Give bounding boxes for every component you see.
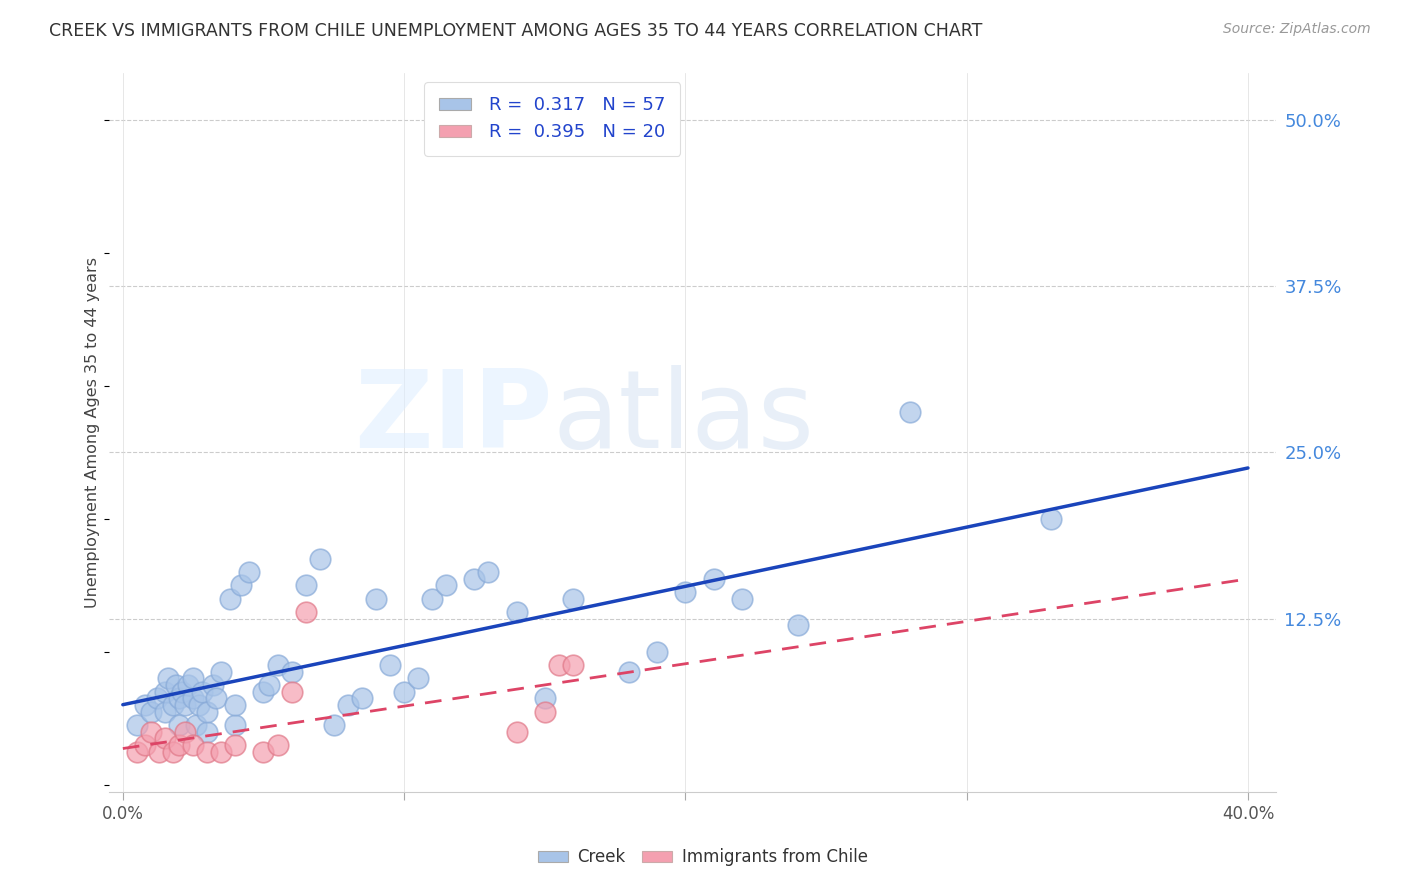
Point [195, 745, 218, 759]
Point [224, 718, 246, 732]
Point [252, 745, 274, 759]
Point [218, 591, 240, 606]
Point [173, 724, 195, 739]
Point [533, 705, 555, 719]
Point [187, 698, 209, 712]
Point [195, 705, 218, 719]
Point [139, 724, 162, 739]
Point [153, 685, 176, 699]
Point [561, 658, 583, 673]
Text: ZIP: ZIP [354, 365, 553, 471]
Point [167, 718, 190, 732]
Point [184, 718, 207, 732]
Legend: R =  0.317   N = 57, R =  0.395   N = 20: R = 0.317 N = 57, R = 0.395 N = 20 [425, 82, 681, 156]
Point [170, 685, 193, 699]
Point [148, 745, 170, 759]
Point [145, 691, 167, 706]
Point [224, 698, 246, 712]
Point [153, 731, 176, 746]
Point [201, 678, 224, 692]
Point [224, 738, 246, 752]
Point [125, 745, 148, 759]
Point [322, 718, 344, 732]
Point [204, 691, 226, 706]
Point [420, 591, 443, 606]
Point [406, 672, 429, 686]
Point [280, 685, 302, 699]
Point [176, 678, 198, 692]
Point [252, 685, 274, 699]
Point [257, 678, 280, 692]
Point [156, 672, 179, 686]
Point [162, 698, 184, 712]
Point [787, 618, 810, 632]
Point [463, 572, 485, 586]
Legend: Creek, Immigrants from Chile: Creek, Immigrants from Chile [531, 842, 875, 873]
Point [153, 705, 176, 719]
Point [294, 605, 316, 619]
Point [645, 645, 668, 659]
Text: Source: ZipAtlas.com: Source: ZipAtlas.com [1223, 22, 1371, 37]
Point [229, 578, 252, 592]
Point [139, 705, 162, 719]
Point [434, 578, 457, 592]
Point [392, 685, 415, 699]
Point [673, 585, 696, 599]
Y-axis label: Unemployment Among Ages 35 to 44 years: Unemployment Among Ages 35 to 44 years [86, 257, 100, 607]
Point [209, 745, 232, 759]
Point [173, 698, 195, 712]
Point [181, 691, 204, 706]
Point [165, 678, 187, 692]
Point [617, 665, 640, 679]
Point [336, 698, 359, 712]
Point [364, 591, 387, 606]
Point [181, 738, 204, 752]
Point [167, 691, 190, 706]
Point [238, 565, 260, 579]
Point [378, 658, 401, 673]
Point [505, 605, 527, 619]
Point [547, 658, 569, 673]
Point [561, 591, 583, 606]
Point [294, 578, 316, 592]
Point [162, 745, 184, 759]
Text: atlas: atlas [553, 365, 814, 471]
Point [533, 691, 555, 706]
Point [125, 718, 148, 732]
Point [190, 685, 212, 699]
Point [730, 591, 752, 606]
Point [702, 572, 724, 586]
Point [350, 691, 373, 706]
Point [280, 665, 302, 679]
Point [505, 724, 527, 739]
Point [266, 658, 288, 673]
Point [1040, 512, 1063, 526]
Point [900, 405, 922, 419]
Point [477, 565, 499, 579]
Point [134, 698, 156, 712]
Point [209, 665, 232, 679]
Text: CREEK VS IMMIGRANTS FROM CHILE UNEMPLOYMENT AMONG AGES 35 TO 44 YEARS CORRELATIO: CREEK VS IMMIGRANTS FROM CHILE UNEMPLOYM… [49, 22, 983, 40]
Point [195, 724, 218, 739]
Point [167, 738, 190, 752]
Point [308, 551, 330, 566]
Point [266, 738, 288, 752]
Point [134, 738, 156, 752]
Point [181, 672, 204, 686]
